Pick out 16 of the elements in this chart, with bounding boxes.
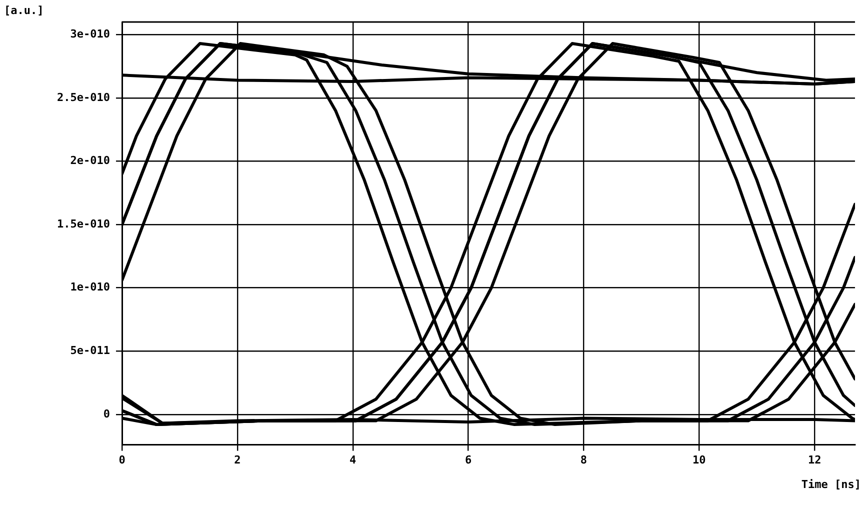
x-tick-label: 8 xyxy=(580,453,588,466)
y-tick-label: 2.5e-010 xyxy=(57,90,110,104)
x-tick-label: 12 xyxy=(808,453,822,466)
y-tick-label: 0 xyxy=(103,407,110,420)
x-axis-title: Time [ns] xyxy=(801,478,861,491)
x-tick-label: 10 xyxy=(692,453,706,466)
x-tick-label: 4 xyxy=(350,453,357,466)
x-tick-label: 6 xyxy=(464,453,472,466)
y-tick-label: 1e-010 xyxy=(70,280,110,294)
y-tick-label: 5e-011 xyxy=(70,344,110,357)
x-tick-label: 2 xyxy=(234,453,241,466)
y-tick-label: 1.5e-010 xyxy=(57,217,110,230)
y-tick-label: 2e-010 xyxy=(70,154,110,168)
x-tick-label: 0 xyxy=(118,453,126,466)
y-tick-label: 3e-010 xyxy=(70,28,110,41)
y-axis-title: [a.u.] xyxy=(4,4,44,17)
